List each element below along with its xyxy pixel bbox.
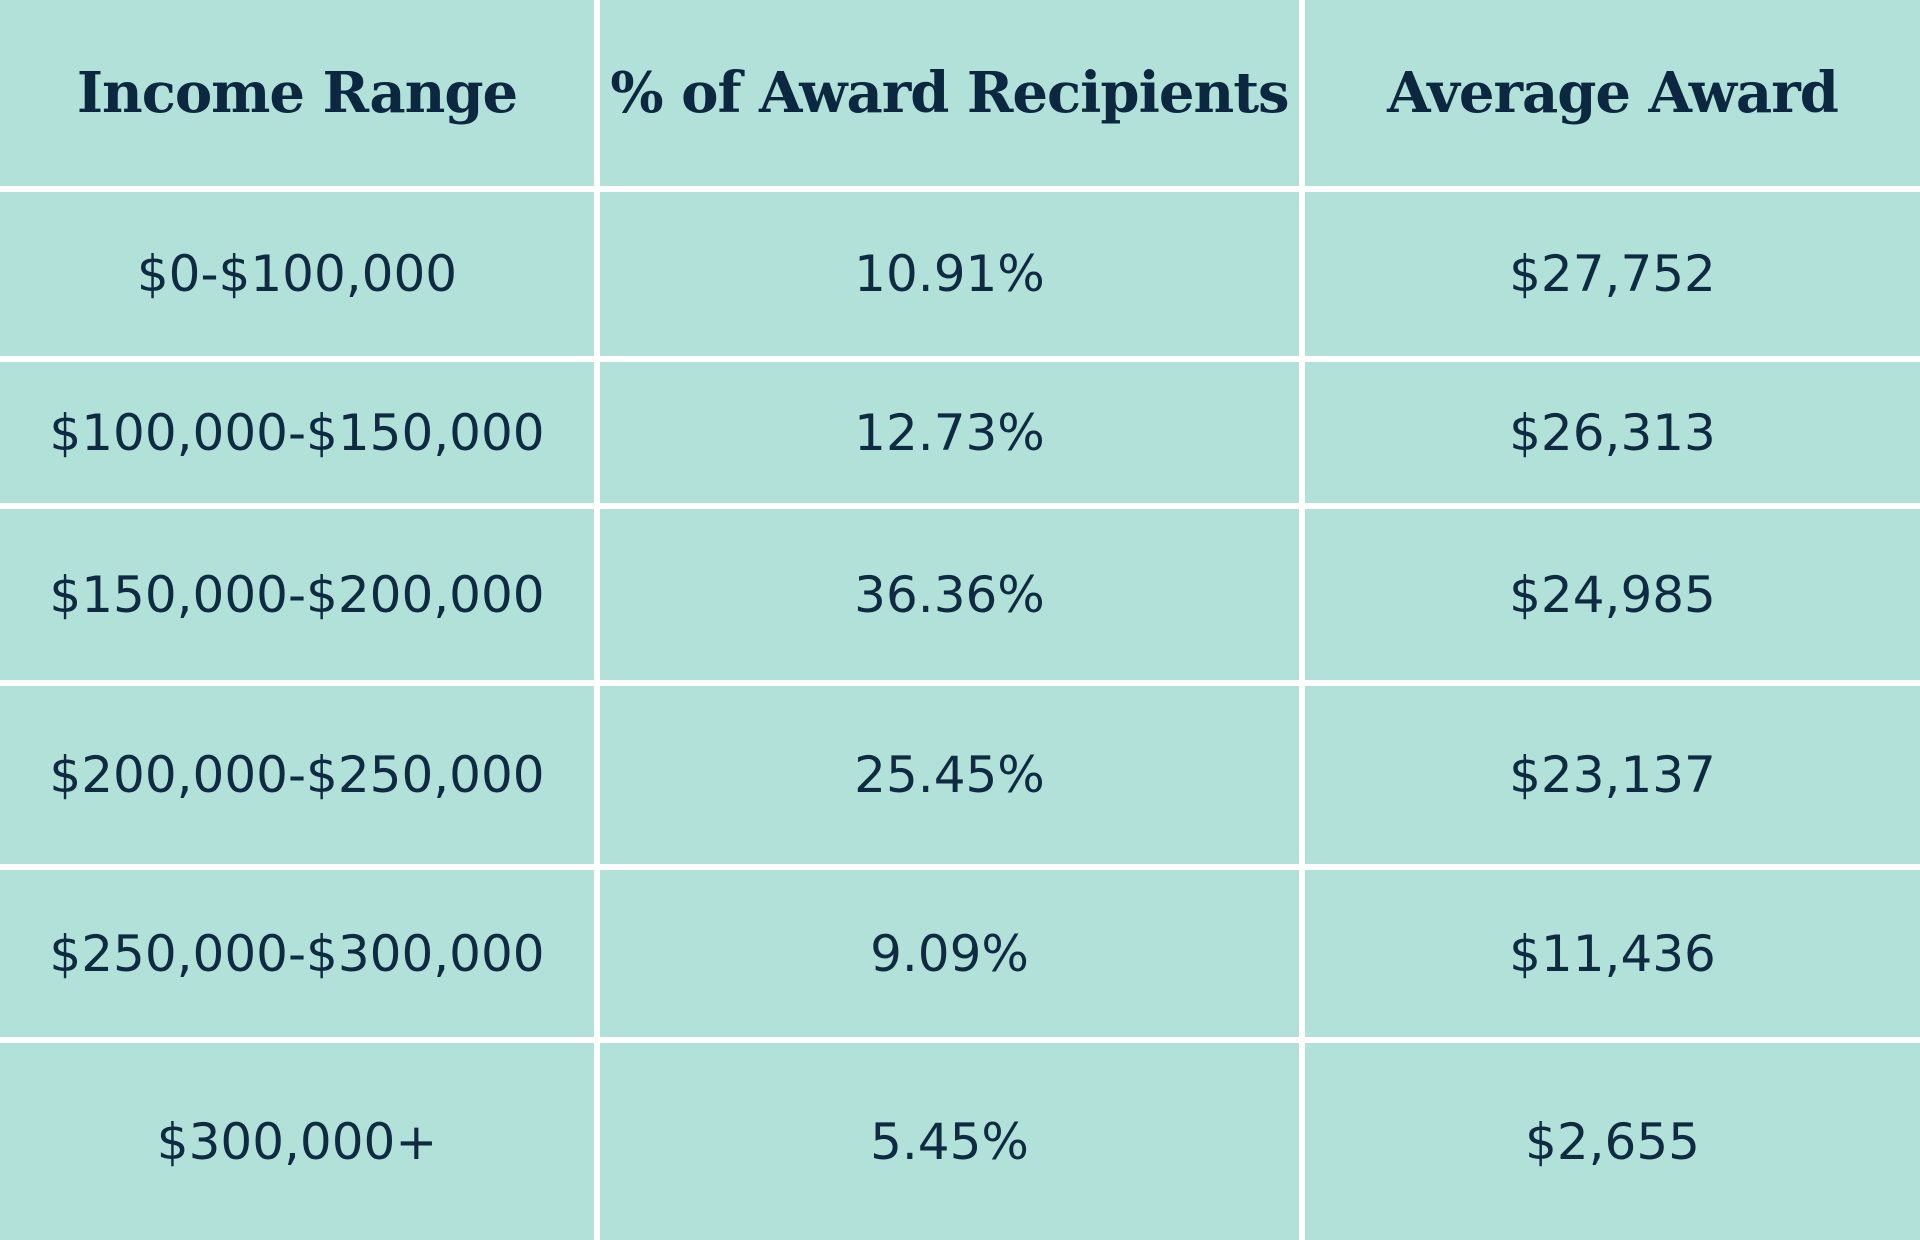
- cell-income-range: $300,000+: [0, 1043, 600, 1240]
- header-average-award: Average Award: [1305, 0, 1920, 192]
- cell-average-award: $26,313: [1305, 362, 1920, 509]
- cell-percent-recipients: 12.73%: [600, 362, 1305, 509]
- cell-average-award: $24,985: [1305, 509, 1920, 686]
- cell-average-award: $27,752: [1305, 192, 1920, 362]
- cell-percent-recipients: 9.09%: [600, 870, 1305, 1043]
- cell-income-range: $0-$100,000: [0, 192, 600, 362]
- header-percent-recipients: % of Award Recipients: [600, 0, 1305, 192]
- cell-percent-recipients: 25.45%: [600, 686, 1305, 870]
- cell-income-range: $150,000-$200,000: [0, 509, 600, 686]
- cell-percent-recipients: 5.45%: [600, 1043, 1305, 1240]
- cell-average-award: $11,436: [1305, 870, 1920, 1043]
- cell-percent-recipients: 36.36%: [600, 509, 1305, 686]
- cell-average-award: $23,137: [1305, 686, 1920, 870]
- cell-percent-recipients: 10.91%: [600, 192, 1305, 362]
- cell-income-range: $250,000-$300,000: [0, 870, 600, 1043]
- header-income-range: Income Range: [0, 0, 600, 192]
- cell-average-award: $2,655: [1305, 1043, 1920, 1240]
- cell-income-range: $100,000-$150,000: [0, 362, 600, 509]
- cell-income-range: $200,000-$250,000: [0, 686, 600, 870]
